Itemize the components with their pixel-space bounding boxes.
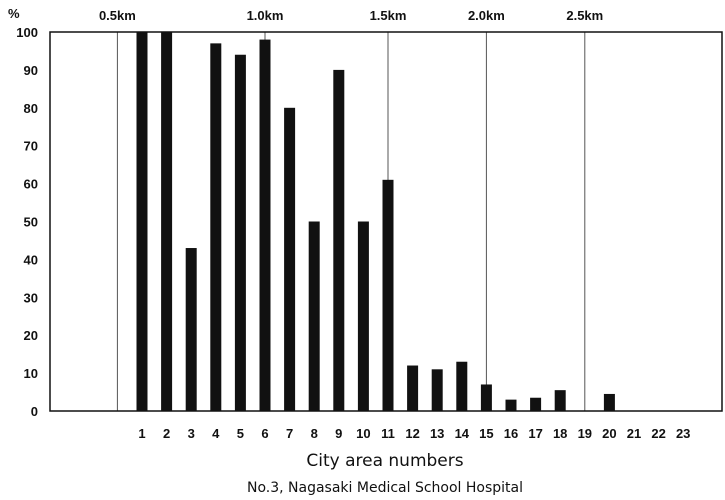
x-tick-label: 16 [504, 426, 518, 441]
y-tick-label: 90 [24, 63, 38, 78]
x-tick-label: 6 [261, 426, 268, 441]
x-tick-label: 3 [188, 426, 195, 441]
x-tick-label: 4 [212, 426, 220, 441]
x-tick-label: 2 [163, 426, 170, 441]
x-axis-title: City area numbers [306, 451, 463, 471]
x-tick-label: 11 [381, 426, 395, 441]
bar-3 [185, 248, 197, 411]
x-tick-label: 19 [578, 426, 592, 441]
bar-10 [357, 221, 369, 411]
x-tick-label: 9 [335, 426, 342, 441]
x-tick-label: 18 [553, 426, 567, 441]
distance-label: 2.5km [566, 8, 603, 23]
x-tick-label: 20 [602, 426, 616, 441]
bar-20 [603, 393, 615, 411]
distance-label: 1.0km [247, 8, 284, 23]
bar-15 [480, 384, 492, 411]
distance-label: 0.5km [99, 8, 136, 23]
bar-17 [530, 397, 542, 411]
bar-2 [161, 32, 173, 411]
bar-6 [259, 39, 271, 412]
bar-5 [234, 54, 246, 412]
x-tick-label: 21 [627, 426, 641, 441]
y-tick-label: 10 [24, 366, 38, 381]
x-tick-label: 13 [430, 426, 444, 441]
x-axis-ticks: 1 2 3 4 5 6 7 8 9 10 11 12 13 14 15 16 17 18 19 20 21 22 23 [138, 426, 690, 441]
x-tick-label: 14 [455, 426, 470, 441]
y-tick-label: 0 [31, 404, 38, 419]
y-tick-label: 70 [24, 139, 38, 154]
bar-14 [456, 361, 468, 411]
x-tick-label: 7 [286, 426, 293, 441]
y-tick-label: 20 [24, 328, 38, 343]
x-tick-label: 10 [356, 426, 370, 441]
y-tick-label: 60 [24, 177, 38, 192]
bar-8 [308, 221, 320, 411]
y-tick-label: 30 [24, 290, 38, 305]
bar-18 [554, 390, 566, 411]
x-tick-label: 17 [528, 426, 542, 441]
distance-label: 1.5km [370, 8, 407, 23]
bar-9 [333, 69, 345, 412]
chart-caption: No.3, Nagasaki Medical School Hospital [247, 480, 523, 496]
bar-4 [210, 43, 222, 412]
bar-16 [505, 399, 517, 411]
bars [136, 32, 615, 412]
x-tick-label: 5 [237, 426, 244, 441]
y-axis: 0 10 20 30 40 50 60 70 80 90 100 [16, 25, 38, 419]
y-tick-label: 50 [24, 215, 38, 230]
x-tick-label: 22 [651, 426, 665, 441]
x-tick-label: 15 [479, 426, 493, 441]
y-tick-label: 100 [16, 25, 38, 40]
x-tick-label: 12 [405, 426, 419, 441]
x-tick-label: 23 [676, 426, 690, 441]
y-axis-unit-label: % [8, 6, 20, 21]
bar-7 [284, 107, 296, 412]
bar-12 [407, 365, 419, 411]
bar-13 [431, 369, 443, 411]
distance-label: 2.0km [468, 8, 505, 23]
y-tick-label: 40 [24, 252, 38, 267]
bar-1 [136, 32, 148, 411]
bar-11 [382, 179, 394, 411]
distance-markers: 0.5km 1.0km 1.5km 2.0km 2.5km [99, 8, 603, 411]
y-tick-label: 80 [24, 101, 38, 116]
x-tick-label: 1 [138, 426, 145, 441]
x-tick-label: 8 [311, 426, 318, 441]
